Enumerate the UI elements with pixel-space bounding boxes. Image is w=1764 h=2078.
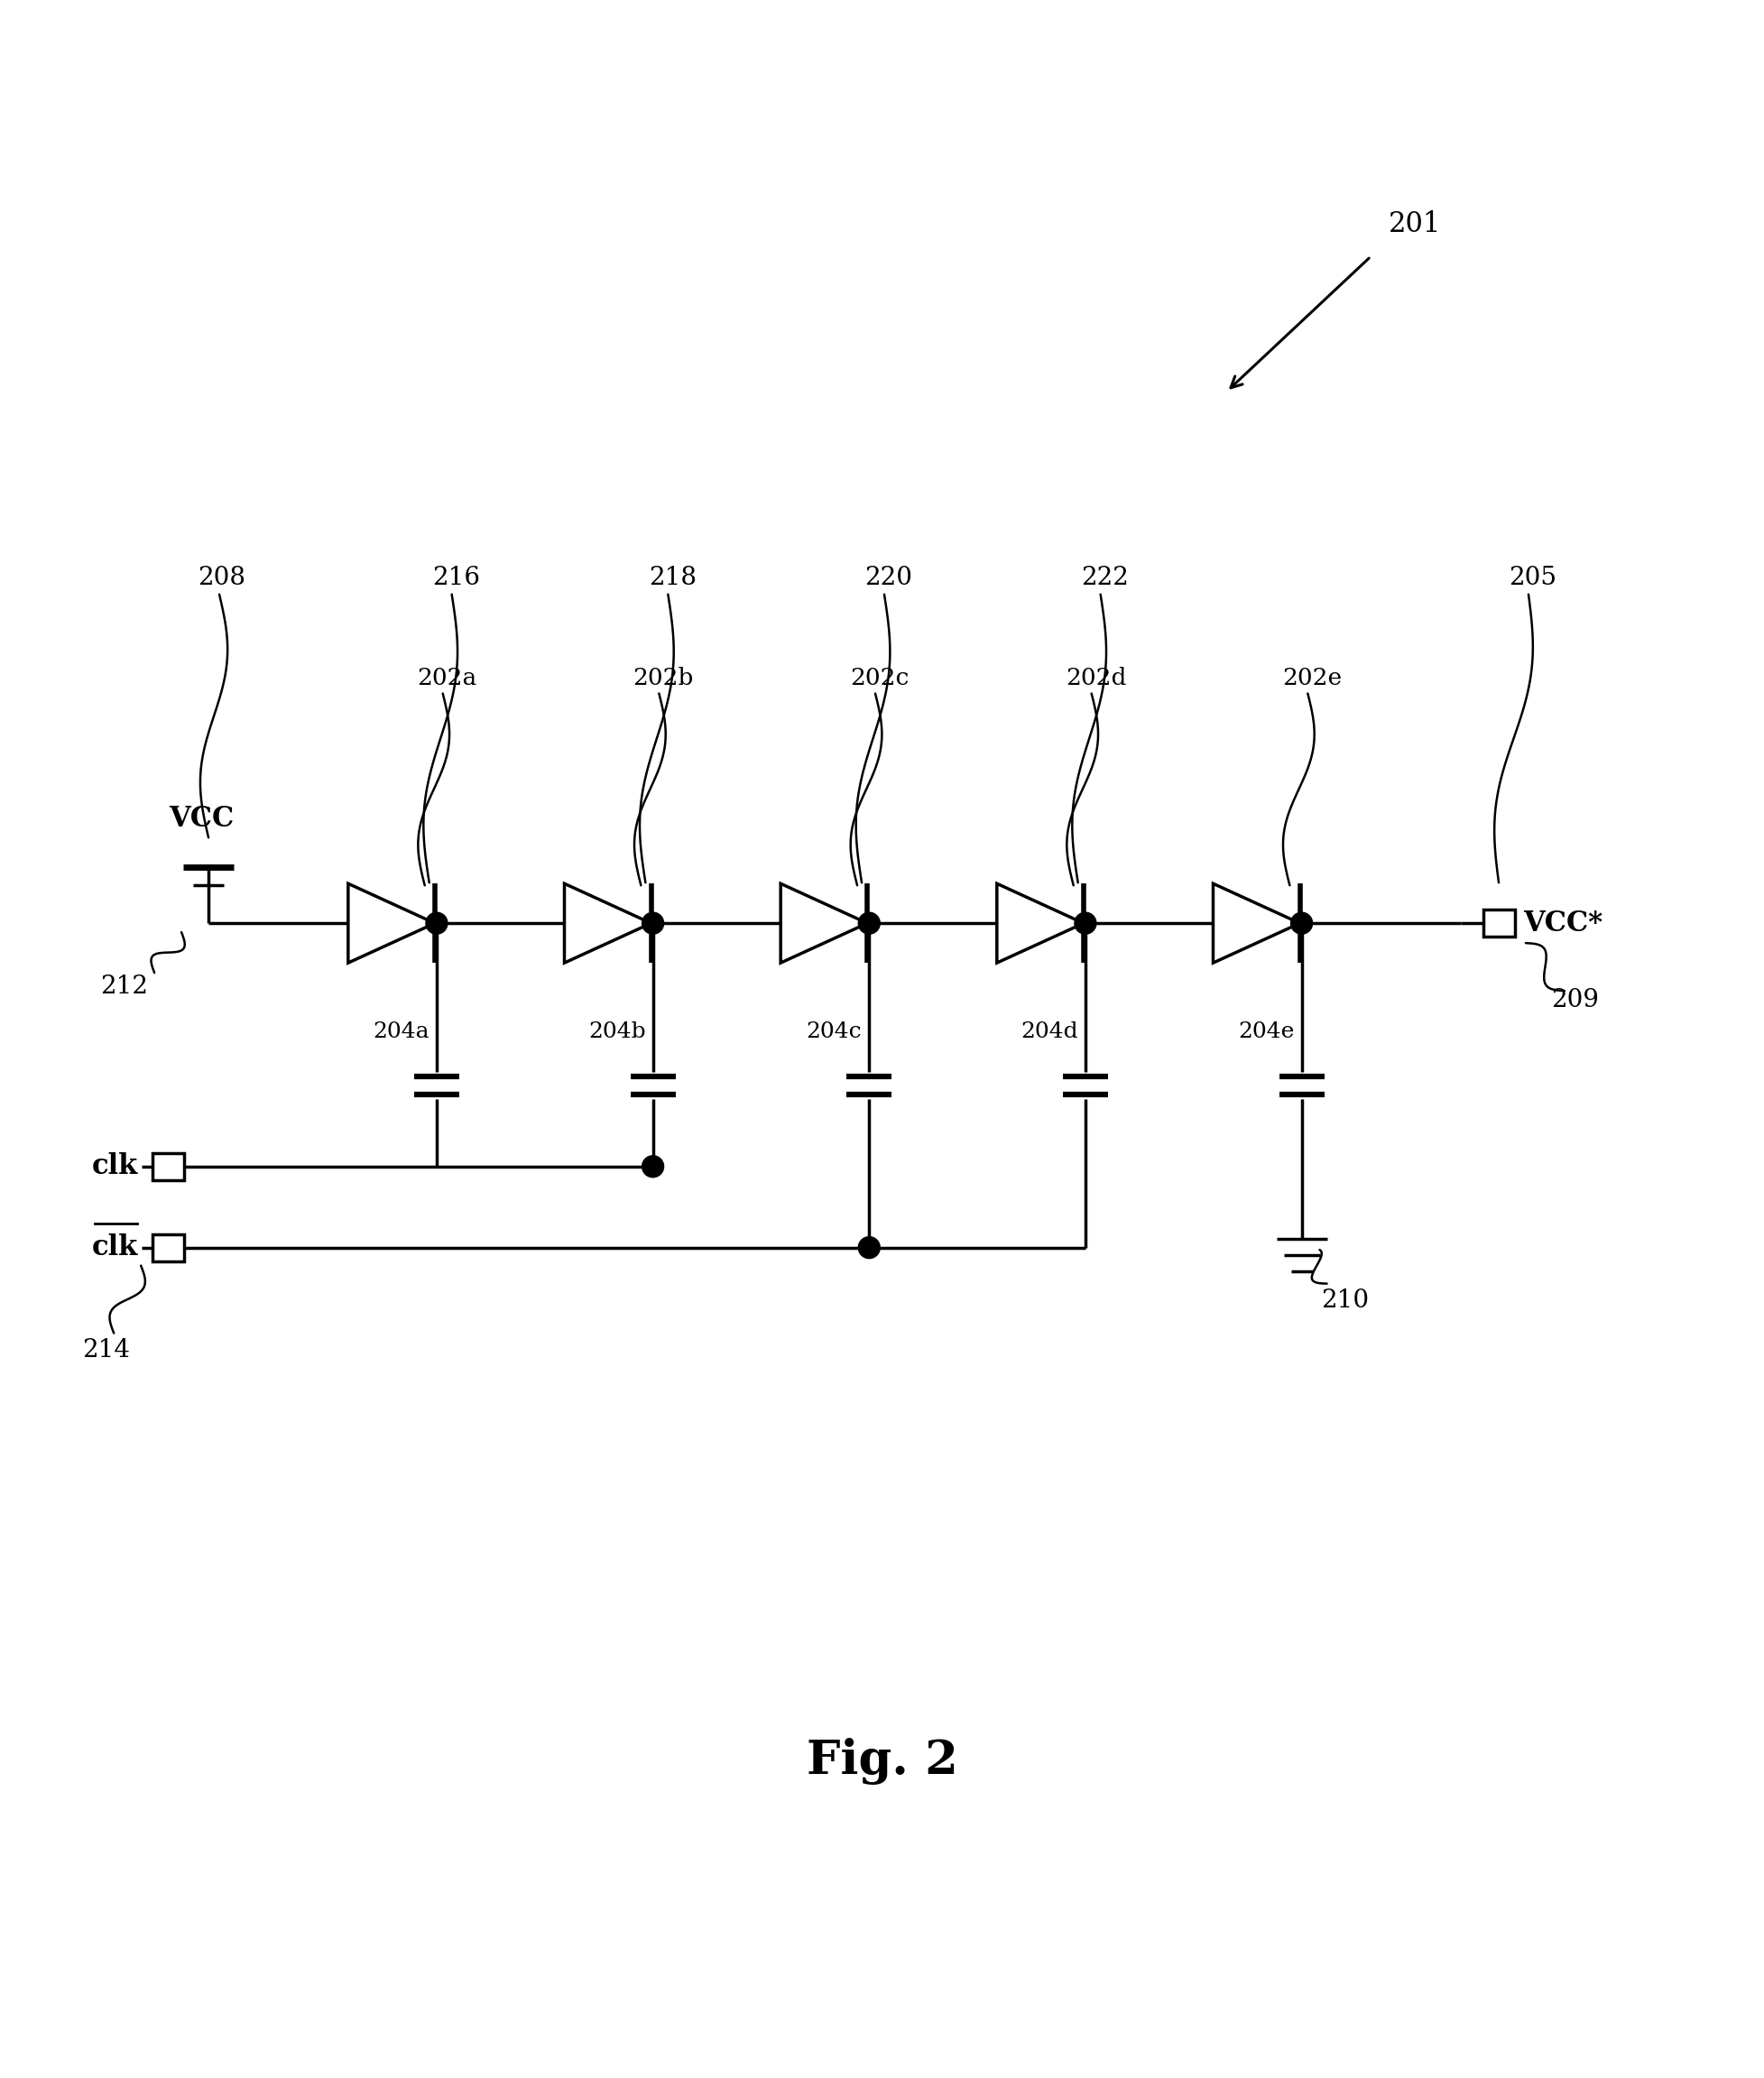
Polygon shape (1212, 883, 1298, 962)
Text: 202e: 202e (1282, 667, 1341, 690)
Text: 204c: 204c (806, 1022, 861, 1043)
Text: 216: 216 (432, 565, 480, 590)
Polygon shape (564, 883, 651, 962)
Text: 220: 220 (864, 565, 912, 590)
Circle shape (642, 1155, 663, 1178)
Text: 202c: 202c (850, 667, 908, 690)
Text: 204e: 204e (1238, 1022, 1293, 1043)
Text: 201: 201 (1388, 210, 1441, 239)
Circle shape (425, 912, 448, 933)
Bar (1482, 910, 1514, 937)
Polygon shape (780, 883, 866, 962)
Text: 208: 208 (198, 565, 245, 590)
Text: 218: 218 (649, 565, 697, 590)
Circle shape (857, 912, 880, 933)
Text: 202b: 202b (633, 667, 693, 690)
Polygon shape (997, 883, 1083, 962)
Bar (152, 1234, 183, 1261)
Text: 204a: 204a (372, 1022, 429, 1043)
Circle shape (1289, 912, 1312, 933)
Text: Fig. 2: Fig. 2 (806, 1737, 958, 1785)
Text: 210: 210 (1321, 1288, 1369, 1313)
Text: 202a: 202a (416, 667, 476, 690)
Text: 204d: 204d (1020, 1022, 1078, 1043)
Circle shape (642, 912, 663, 933)
Text: clk: clk (92, 1153, 138, 1180)
Bar (152, 1153, 183, 1180)
Polygon shape (348, 883, 434, 962)
Text: VCC: VCC (169, 804, 235, 833)
Text: 205: 205 (1508, 565, 1556, 590)
Text: 202d: 202d (1065, 667, 1125, 690)
Text: VCC*: VCC* (1522, 910, 1602, 937)
Text: 212: 212 (101, 975, 148, 997)
Circle shape (857, 1236, 880, 1259)
Text: 222: 222 (1081, 565, 1129, 590)
Text: 204b: 204b (587, 1022, 646, 1043)
Text: clk: clk (92, 1234, 138, 1261)
Text: 209: 209 (1551, 987, 1598, 1012)
Circle shape (1074, 912, 1095, 933)
Text: 214: 214 (83, 1338, 131, 1361)
